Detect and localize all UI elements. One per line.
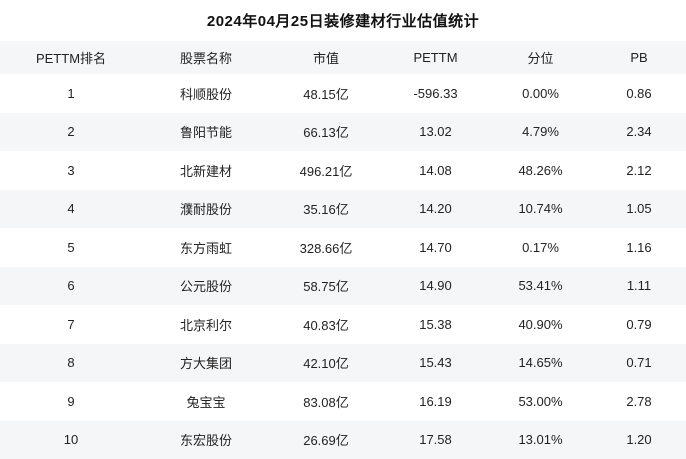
cell-pb: 2.34 — [592, 113, 686, 152]
cell-rank: 6 — [0, 267, 142, 306]
col-header-market-cap: 市值 — [270, 41, 382, 74]
cell-rank: 7 — [0, 305, 142, 344]
cell-percentile: 0.00% — [489, 74, 592, 113]
cell-pb: 1.05 — [592, 190, 686, 229]
cell-rank: 10 — [0, 421, 142, 459]
cell-stock-name: 北新建材 — [142, 151, 270, 190]
cell-market-cap: 42.10亿 — [270, 344, 382, 383]
cell-pb: 0.79 — [592, 305, 686, 344]
cell-percentile: 0.17% — [489, 228, 592, 267]
cell-percentile: 48.26% — [489, 151, 592, 190]
table-row: 4 濮耐股份 35.16亿 14.20 10.74% 1.05 — [0, 190, 686, 229]
cell-pettm: 14.70 — [382, 228, 489, 267]
cell-market-cap: 26.69亿 — [270, 421, 382, 459]
cell-market-cap: 58.75亿 — [270, 267, 382, 306]
table-row: 9 兔宝宝 83.08亿 16.19 53.00% 2.78 — [0, 382, 686, 421]
cell-percentile: 14.65% — [489, 344, 592, 383]
cell-rank: 2 — [0, 113, 142, 152]
cell-market-cap: 48.15亿 — [270, 74, 382, 113]
cell-stock-name: 北京利尔 — [142, 305, 270, 344]
cell-percentile: 53.00% — [489, 382, 592, 421]
table-row: 5 东方雨虹 328.66亿 14.70 0.17% 1.16 — [0, 228, 686, 267]
table-row: 3 北新建材 496.21亿 14.08 48.26% 2.12 — [0, 151, 686, 190]
cell-stock-name: 东宏股份 — [142, 421, 270, 459]
cell-rank: 9 — [0, 382, 142, 421]
cell-rank: 5 — [0, 228, 142, 267]
cell-pb: 0.86 — [592, 74, 686, 113]
cell-pettm: 15.38 — [382, 305, 489, 344]
col-header-percentile: 分位 — [489, 41, 592, 74]
table-row: 1 科顺股份 48.15亿 -596.33 0.00% 0.86 — [0, 74, 686, 113]
cell-stock-name: 公元股份 — [142, 267, 270, 306]
cell-rank: 1 — [0, 74, 142, 113]
cell-pb: 1.20 — [592, 421, 686, 459]
cell-rank: 3 — [0, 151, 142, 190]
cell-pettm: -596.33 — [382, 74, 489, 113]
cell-rank: 8 — [0, 344, 142, 383]
valuation-table: PETTM排名 股票名称 市值 PETTM 分位 PB 1 科顺股份 48.15… — [0, 41, 686, 459]
table-row: 10 东宏股份 26.69亿 17.58 13.01% 1.20 — [0, 421, 686, 459]
table-row: 8 方大集团 42.10亿 15.43 14.65% 0.71 — [0, 344, 686, 383]
cell-pettm: 13.02 — [382, 113, 489, 152]
valuation-report: 2024年04月25日装修建材行业估值统计 PETTM排名 股票名称 市值 PE… — [0, 0, 686, 448]
page-title: 2024年04月25日装修建材行业估值统计 — [0, 0, 686, 41]
cell-stock-name: 东方雨虹 — [142, 228, 270, 267]
cell-market-cap: 35.16亿 — [270, 190, 382, 229]
cell-market-cap: 328.66亿 — [270, 228, 382, 267]
cell-pettm: 14.90 — [382, 267, 489, 306]
table-row: 7 北京利尔 40.83亿 15.38 40.90% 0.79 — [0, 305, 686, 344]
cell-pb: 1.16 — [592, 228, 686, 267]
cell-pettm: 15.43 — [382, 344, 489, 383]
cell-stock-name: 科顺股份 — [142, 74, 270, 113]
cell-stock-name: 方大集团 — [142, 344, 270, 383]
cell-market-cap: 496.21亿 — [270, 151, 382, 190]
cell-market-cap: 66.13亿 — [270, 113, 382, 152]
col-header-stock-name: 股票名称 — [142, 41, 270, 74]
cell-pettm: 17.58 — [382, 421, 489, 459]
col-header-pettm: PETTM — [382, 41, 489, 74]
cell-pb: 2.78 — [592, 382, 686, 421]
cell-stock-name: 濮耐股份 — [142, 190, 270, 229]
col-header-pb: PB — [592, 41, 686, 74]
col-header-pettm-rank: PETTM排名 — [0, 41, 142, 74]
table-row: 6 公元股份 58.75亿 14.90 53.41% 1.11 — [0, 267, 686, 306]
cell-percentile: 53.41% — [489, 267, 592, 306]
cell-pettm: 14.08 — [382, 151, 489, 190]
cell-percentile: 40.90% — [489, 305, 592, 344]
cell-pb: 0.71 — [592, 344, 686, 383]
cell-pettm: 14.20 — [382, 190, 489, 229]
cell-stock-name: 兔宝宝 — [142, 382, 270, 421]
cell-market-cap: 40.83亿 — [270, 305, 382, 344]
cell-percentile: 10.74% — [489, 190, 592, 229]
cell-rank: 4 — [0, 190, 142, 229]
cell-percentile: 4.79% — [489, 113, 592, 152]
table-header-row: PETTM排名 股票名称 市值 PETTM 分位 PB — [0, 41, 686, 74]
cell-pb: 2.12 — [592, 151, 686, 190]
cell-stock-name: 鲁阳节能 — [142, 113, 270, 152]
table-row: 2 鲁阳节能 66.13亿 13.02 4.79% 2.34 — [0, 113, 686, 152]
cell-pb: 1.11 — [592, 267, 686, 306]
cell-percentile: 13.01% — [489, 421, 592, 459]
cell-market-cap: 83.08亿 — [270, 382, 382, 421]
cell-pettm: 16.19 — [382, 382, 489, 421]
